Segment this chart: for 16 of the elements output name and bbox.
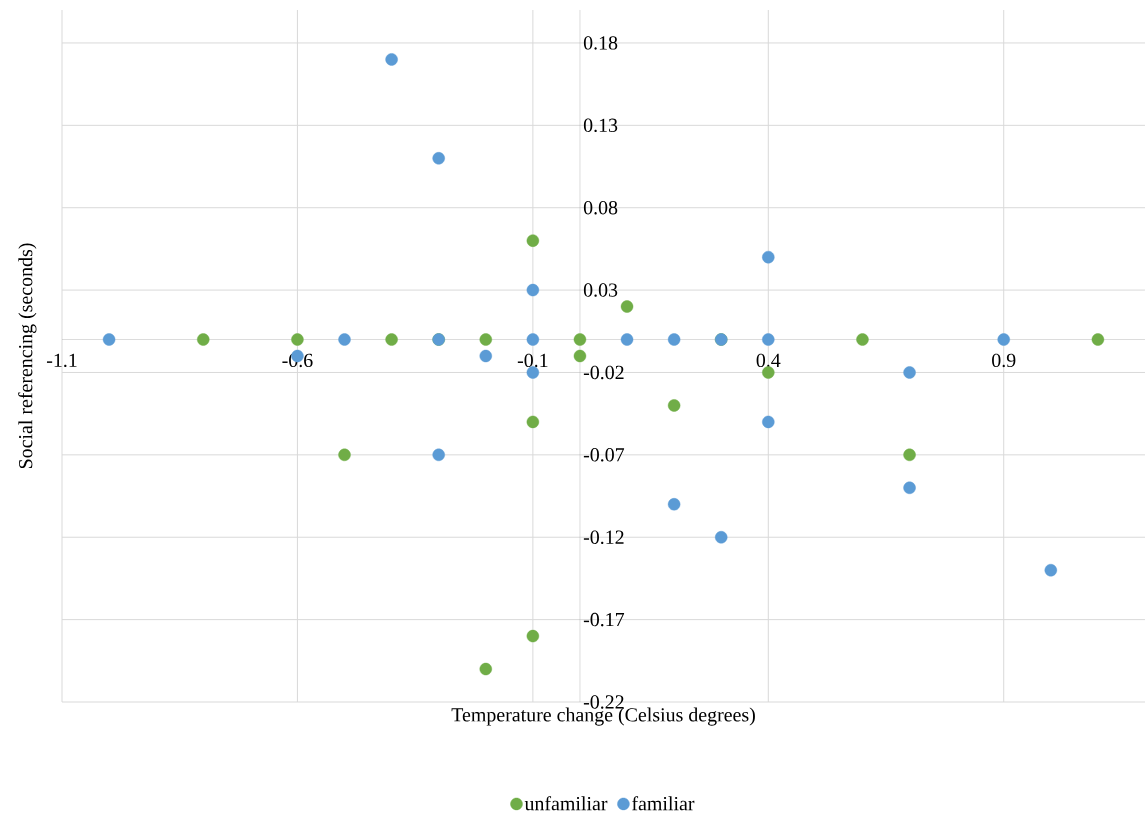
x-tick-label: 0.4 — [756, 353, 781, 368]
x-tick-label: -1.1 — [46, 353, 77, 368]
y-tick-label: 0.03 — [583, 283, 618, 297]
y-tick-label: 0.18 — [583, 36, 618, 50]
y-tick-label: 0.08 — [583, 200, 618, 215]
y-tick-label: -0.17 — [583, 612, 625, 627]
x-tick-label: -0.1 — [517, 353, 548, 368]
legend-label: familiar — [632, 796, 695, 811]
y-tick-label: -0.12 — [583, 530, 624, 544]
x-tick-label: 0.9 — [992, 353, 1016, 368]
y-tick-label: -0.07 — [583, 448, 625, 462]
y-tick-label: -0.02 — [583, 365, 624, 380]
y-axis-title: Social referencing (seconds) — [18, 243, 37, 469]
y-tick-label: -0.22 — [583, 695, 624, 709]
y-tick-label: 0.13 — [583, 118, 618, 133]
legend-label: unfamiliar — [524, 796, 608, 811]
